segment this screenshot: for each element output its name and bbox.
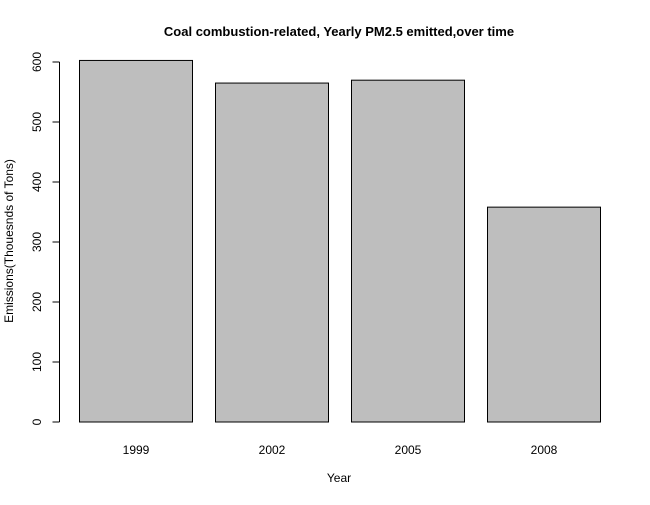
- x-tick-label-2005: 2005: [395, 443, 422, 457]
- bars: [79, 59, 601, 423]
- y-tick-label-600: 600: [30, 52, 44, 72]
- bar-2005: [351, 79, 465, 423]
- x-axis-title: Year: [327, 471, 351, 485]
- y-tick-label-100: 100: [30, 352, 44, 372]
- x-axis-labels: 1999 2002 2005 2008: [123, 443, 558, 457]
- chart-title: Coal combustion-related, Yearly PM2.5 em…: [164, 24, 514, 39]
- y-axis-title: Emissions(Thouesnds of Tons): [2, 159, 16, 323]
- x-tick-label-2002: 2002: [259, 443, 286, 457]
- x-tick-label-2008: 2008: [531, 443, 558, 457]
- y-tick-label-400: 400: [30, 172, 44, 192]
- bar-2002: [215, 82, 329, 423]
- y-tick-label-300: 300: [30, 232, 44, 252]
- y-tick-label-500: 500: [30, 112, 44, 132]
- y-tick-label-0: 0: [30, 418, 44, 425]
- bar-2008: [487, 206, 601, 423]
- bar-1999: [79, 59, 193, 423]
- x-tick-label-1999: 1999: [123, 443, 150, 457]
- y-tick-label-200: 200: [30, 292, 44, 312]
- y-axis: 0 100 200 300 400 500 600: [30, 52, 60, 425]
